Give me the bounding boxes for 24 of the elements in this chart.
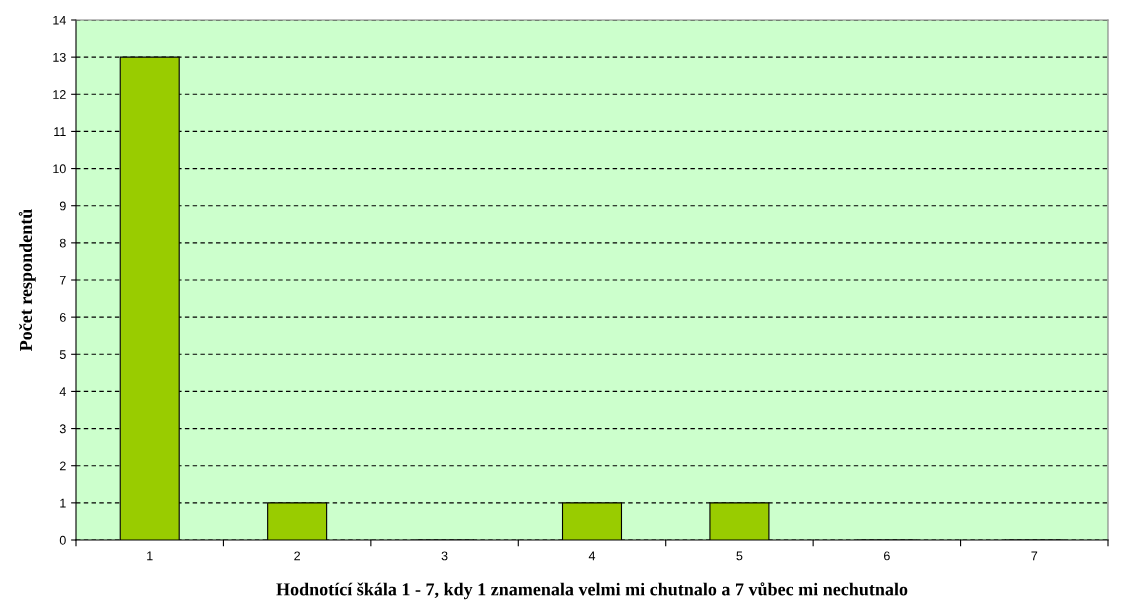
y-tick-label: 2: [59, 461, 66, 471]
x-tick-label: 3: [441, 551, 448, 561]
x-tick-label: 6: [884, 551, 890, 561]
y-tick-label: 9: [59, 201, 66, 211]
y-tick-label: 6: [59, 312, 66, 322]
y-tick-label: 8: [59, 238, 66, 248]
y-tick-label: 0: [59, 535, 66, 545]
y-tick-label: 12: [53, 90, 66, 99]
y-tick-label: 4: [59, 387, 66, 396]
y-tick-label: 7: [59, 275, 66, 285]
y-tick-label: 5: [59, 350, 66, 359]
y-tick-label: 10: [53, 164, 66, 174]
x-tick-label: 7: [1031, 551, 1038, 561]
x-tick-label: 5: [736, 551, 743, 561]
y-tick-label: 1: [60, 498, 66, 508]
y-tick-label: 13: [53, 52, 66, 62]
x-tick-label: 2: [294, 551, 300, 561]
x-axis-title: Hodnotící škála 1 - 7, kdy 1 znamenala velmi mi chutnalo a 7 vůbec mi nechutnalo: [276, 582, 908, 600]
y-tick-label: 11: [54, 127, 66, 136]
y-tick-label: 3: [59, 424, 66, 434]
x-tick-label: 1: [147, 551, 153, 561]
y-axis-title: Počet respondentů: [18, 209, 36, 351]
y-tick-label: 14: [53, 15, 66, 25]
x-tick-label: 4: [588, 551, 596, 561]
